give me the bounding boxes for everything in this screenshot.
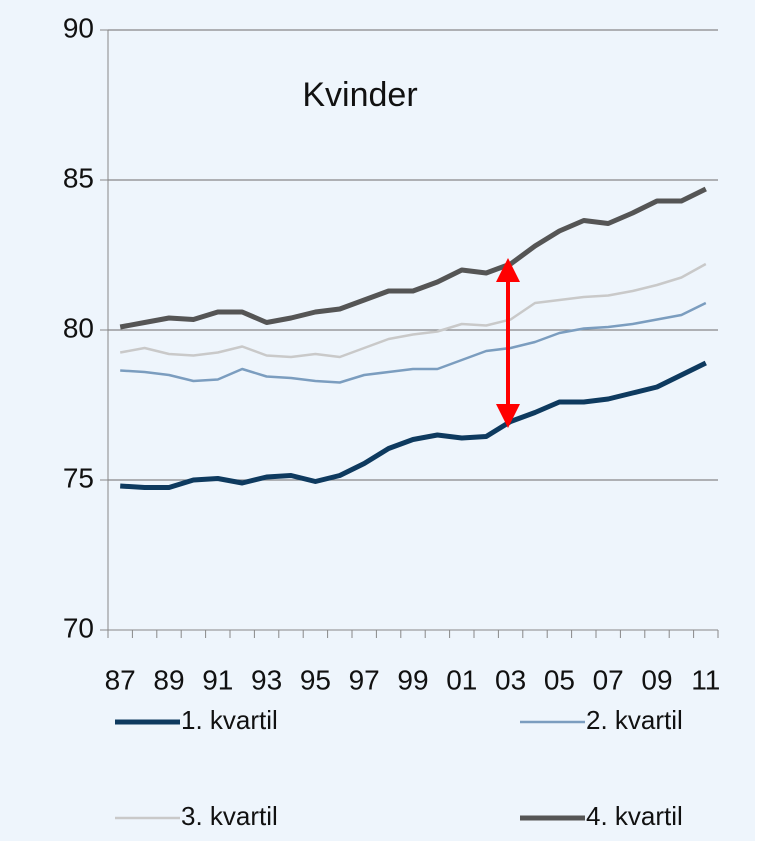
y-tick-label: 85 bbox=[63, 162, 94, 193]
legend-label: 4. kvartil bbox=[586, 801, 683, 831]
x-tick-label: 01 bbox=[446, 664, 477, 695]
series-line bbox=[119, 262, 707, 359]
plot-area: 70 75 80 85 90 87 89 91 93 95 97 99 01 03 05 07 09 11 bbox=[63, 12, 720, 695]
annotation-arrow bbox=[496, 258, 520, 428]
chart-title: Kvinder bbox=[302, 76, 417, 114]
x-tick-label: 89 bbox=[153, 664, 184, 695]
x-tick-label: 99 bbox=[397, 664, 428, 695]
legend-label: 2. kvartil bbox=[586, 705, 683, 735]
y-tick-label: 75 bbox=[63, 462, 94, 493]
x-tick-label: 05 bbox=[544, 664, 575, 695]
y-tick-label: 90 bbox=[63, 12, 94, 43]
x-tick-label: 97 bbox=[349, 664, 380, 695]
x-tick-label: 87 bbox=[105, 664, 136, 695]
x-tick-label: 95 bbox=[300, 664, 331, 695]
x-tick-label: 03 bbox=[495, 664, 526, 695]
x-tick-label: 09 bbox=[641, 664, 672, 695]
x-tick-label: 11 bbox=[691, 664, 720, 695]
legend-label: 1. kvartil bbox=[181, 705, 278, 735]
series-line bbox=[119, 186, 707, 330]
series-line bbox=[120, 301, 707, 384]
legend-label: 3. kvartil bbox=[181, 801, 278, 831]
y-tick-label: 80 bbox=[63, 312, 94, 343]
series-line bbox=[120, 360, 707, 490]
x-tick-label: 91 bbox=[202, 664, 233, 695]
x-tick-label: 93 bbox=[251, 664, 282, 695]
x-tick-label: 07 bbox=[593, 664, 624, 695]
y-tick-label: 70 bbox=[63, 612, 94, 643]
